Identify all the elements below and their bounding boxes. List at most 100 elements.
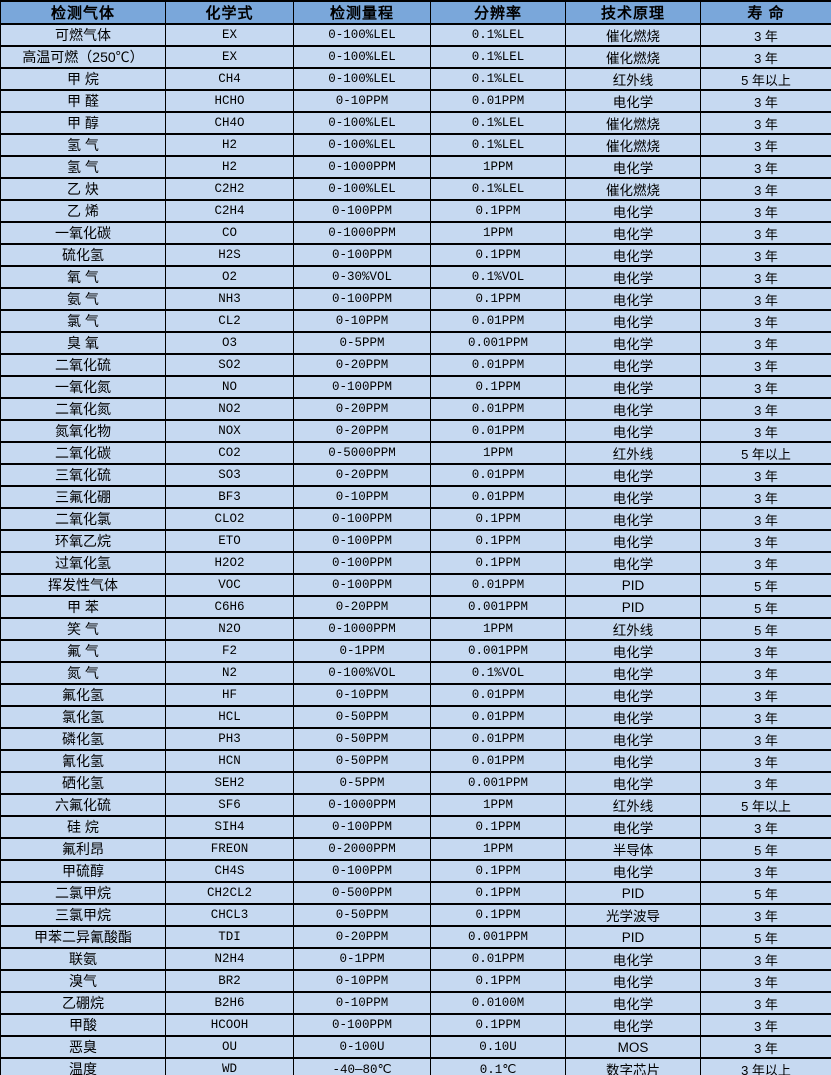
cell-lifespan: 3 年 [700, 529, 831, 553]
table-row: 恶臭 OU 0-100U 0.10U MOS 3 年 [0, 1035, 831, 1059]
cell-principle: PID [565, 573, 701, 597]
cell-resolution: 0.1PPM [430, 529, 566, 553]
table-row: 温度 WD -40—80℃ 0.1℃ 数字芯片 3 年以上 [0, 1057, 831, 1075]
cell-lifespan: 3 年 [700, 375, 831, 399]
cell-resolution: 0.1PPM [430, 903, 566, 927]
header-range: 检测量程 [293, 0, 431, 25]
cell-range: 0-20PPM [293, 419, 431, 443]
cell-resolution: 0.1PPM [430, 287, 566, 311]
cell-formula: CH2CL2 [165, 881, 294, 905]
cell-lifespan: 3 年 [700, 45, 831, 69]
cell-lifespan: 3 年 [700, 903, 831, 927]
cell-resolution: 0.01PPM [430, 309, 566, 333]
cell-principle: 电化学 [565, 947, 701, 971]
cell-formula: CH4S [165, 859, 294, 883]
cell-range: 0-100PPM [293, 573, 431, 597]
cell-resolution: 1PPM [430, 793, 566, 817]
cell-principle: 电化学 [565, 771, 701, 795]
header-principle: 技术原理 [565, 0, 701, 25]
cell-gas: 可燃气体 [0, 23, 166, 47]
cell-formula: FREON [165, 837, 294, 861]
cell-principle: 催化燃烧 [565, 177, 701, 201]
cell-gas: 温度 [0, 1057, 166, 1075]
cell-gas: 环氧乙烷 [0, 529, 166, 553]
cell-principle: 电化学 [565, 287, 701, 311]
cell-range: 0-100PPM [293, 859, 431, 883]
cell-principle: 红外线 [565, 617, 701, 641]
cell-resolution: 0.1PPM [430, 551, 566, 575]
cell-gas: 甲 烷 [0, 67, 166, 91]
cell-principle: 电化学 [565, 529, 701, 553]
cell-resolution: 0.001PPM [430, 771, 566, 795]
cell-gas: 二氧化氮 [0, 397, 166, 421]
cell-range: 0-100%LEL [293, 111, 431, 135]
cell-formula: N2O [165, 617, 294, 641]
cell-formula: H2S [165, 243, 294, 267]
cell-principle: 电化学 [565, 683, 701, 707]
cell-principle: 红外线 [565, 67, 701, 91]
table-row: 过氧化氢 H2O2 0-100PPM 0.1PPM 电化学 3 年 [0, 551, 831, 575]
table-row: 硒化氢 SEH2 0-5PPM 0.001PPM 电化学 3 年 [0, 771, 831, 795]
table-row: 甲苯二异氰酸酯 TDI 0-20PPM 0.001PPM PID 5 年 [0, 925, 831, 949]
table-row: 氢 气 H2 0-100%LEL 0.1%LEL 催化燃烧 3 年 [0, 133, 831, 157]
cell-resolution: 0.1%LEL [430, 133, 566, 157]
cell-resolution: 0.1PPM [430, 859, 566, 883]
cell-formula: EX [165, 45, 294, 69]
cell-range: 0-100%LEL [293, 23, 431, 47]
cell-formula: N2H4 [165, 947, 294, 971]
cell-resolution: 0.01PPM [430, 683, 566, 707]
cell-range: 0-100PPM [293, 1013, 431, 1037]
cell-gas: 三氟化硼 [0, 485, 166, 509]
table-row: 一氧化氮 NO 0-100PPM 0.1PPM 电化学 3 年 [0, 375, 831, 399]
cell-range: 0-10PPM [293, 683, 431, 707]
cell-range: 0-100PPM [293, 815, 431, 839]
table-row: 挥发性气体 VOC 0-100PPM 0.01PPM PID 5 年 [0, 573, 831, 597]
cell-resolution: 1PPM [430, 617, 566, 641]
cell-principle: 电化学 [565, 749, 701, 773]
cell-principle: MOS [565, 1035, 701, 1059]
cell-range: 0-1000PPM [293, 155, 431, 179]
table-row: 氯化氢 HCL 0-50PPM 0.01PPM 电化学 3 年 [0, 705, 831, 729]
cell-resolution: 0.0100M [430, 991, 566, 1015]
cell-formula: HCN [165, 749, 294, 773]
cell-lifespan: 5 年以上 [700, 67, 831, 91]
cell-lifespan: 3 年 [700, 639, 831, 663]
cell-gas: 硅 烷 [0, 815, 166, 839]
cell-range: 0-20PPM [293, 595, 431, 619]
cell-principle: 电化学 [565, 705, 701, 729]
cell-resolution: 0.1%LEL [430, 23, 566, 47]
cell-principle: 半导体 [565, 837, 701, 861]
cell-lifespan: 3 年 [700, 265, 831, 289]
table-row: 甲 苯 C6H6 0-20PPM 0.001PPM PID 5 年 [0, 595, 831, 619]
cell-formula: H2O2 [165, 551, 294, 575]
cell-formula: HCOOH [165, 1013, 294, 1037]
cell-resolution: 0.1PPM [430, 969, 566, 993]
cell-resolution: 1PPM [430, 837, 566, 861]
cell-formula: CO2 [165, 441, 294, 465]
table-row: 氮 气 N2 0-100%VOL 0.1%VOL 电化学 3 年 [0, 661, 831, 685]
table-row: 甲 醇 CH4O 0-100%LEL 0.1%LEL 催化燃烧 3 年 [0, 111, 831, 135]
cell-gas: 笑 气 [0, 617, 166, 641]
cell-principle: 电化学 [565, 309, 701, 333]
cell-lifespan: 3 年 [700, 419, 831, 443]
cell-resolution: 0.1PPM [430, 375, 566, 399]
cell-gas: 六氟化硫 [0, 793, 166, 817]
cell-resolution: 0.01PPM [430, 89, 566, 113]
cell-resolution: 0.001PPM [430, 595, 566, 619]
cell-principle: 电化学 [565, 727, 701, 751]
cell-lifespan: 5 年以上 [700, 441, 831, 465]
cell-lifespan: 3 年 [700, 243, 831, 267]
cell-gas: 氰化氢 [0, 749, 166, 773]
cell-gas: 氯 气 [0, 309, 166, 333]
cell-resolution: 0.001PPM [430, 331, 566, 355]
cell-range: 0-1000PPM [293, 617, 431, 641]
cell-principle: PID [565, 595, 701, 619]
table-row: 三氟化硼 BF3 0-10PPM 0.01PPM 电化学 3 年 [0, 485, 831, 509]
cell-resolution: 0.01PPM [430, 353, 566, 377]
cell-resolution: 1PPM [430, 441, 566, 465]
cell-lifespan: 3 年 [700, 221, 831, 245]
cell-gas: 一氧化碳 [0, 221, 166, 245]
cell-gas: 氧 气 [0, 265, 166, 289]
cell-resolution: 0.1%LEL [430, 111, 566, 135]
